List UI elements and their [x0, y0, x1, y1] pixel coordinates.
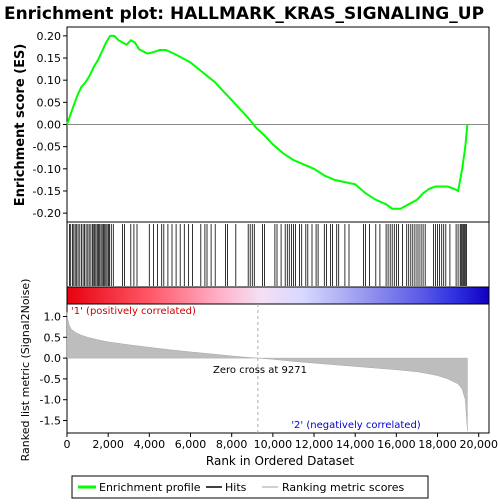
- ranking-metric-area: [66, 312, 468, 431]
- x-tick-label: 14,000: [336, 438, 375, 451]
- es-y-tick-label: 0.10: [37, 74, 62, 87]
- hits-panel: [69, 224, 467, 286]
- x-tick-label: 4,000: [134, 438, 166, 451]
- es-y-axis: 0.20 0.15 0.10 0.05 0.00 -0.05 -0.10 -0.15 -0.20: [33, 30, 67, 220]
- ranking-y-axis: 1.0 0.5 0.0 -0.5 -1.0 -1.5: [40, 310, 67, 428]
- positive-correlation-label: '1' (positively correlated): [71, 306, 196, 317]
- legend-hits-label: Hits: [225, 481, 247, 494]
- x-tick-label: 16,000: [377, 438, 416, 451]
- es-y-axis-label: Enrichment score (ES): [13, 44, 28, 207]
- x-tick-label: 6,000: [175, 438, 207, 451]
- ranking-y-tick-label: -1.0: [40, 394, 61, 407]
- x-tick-label: 18,000: [418, 438, 457, 451]
- hits-panel-frame: [66, 221, 490, 288]
- es-y-tick-label: -0.20: [33, 207, 61, 220]
- ranking-y-tick-label: 0.0: [44, 352, 62, 365]
- x-tick-label: 2,000: [92, 438, 124, 451]
- x-tick-label: 8,000: [216, 438, 248, 451]
- x-tick-label: 0: [64, 438, 71, 451]
- correlation-color-bar: [66, 286, 490, 305]
- ranking-x-axis-label: Rank in Ordered Dataset: [206, 454, 354, 468]
- legend-enrichment-label: Enrichment profile: [99, 481, 201, 494]
- ranking-y-tick-label: 1.0: [44, 310, 62, 323]
- es-y-tick-label: 0.00: [37, 119, 62, 132]
- es-y-tick-label: -0.15: [33, 185, 61, 198]
- legend-box: [71, 475, 429, 499]
- x-tick-label: 10,000: [254, 438, 293, 451]
- negative-correlation-label: '2' (negatively correlated): [291, 420, 420, 431]
- ranking-x-axis: 0 2,000 4,000 6,000 8,000 10,000 12,000 14,000 1…: [64, 433, 498, 451]
- ranking-y-tick-label: -0.5: [40, 373, 61, 386]
- ranking-y-axis-label: Ranked list metric (Signal2Noise): [19, 279, 32, 462]
- es-y-tick-label: -0.05: [33, 141, 61, 154]
- es-y-tick-label: -0.10: [33, 163, 61, 176]
- ranking-y-tick-label: -1.5: [40, 415, 61, 428]
- es-y-tick-label: 0.20: [37, 30, 62, 43]
- x-tick-label: 20,000: [459, 438, 498, 451]
- legend-ranking-label: Ranking metric scores: [282, 481, 404, 494]
- enrichment-profile-line: [66, 34, 469, 210]
- es-y-tick-label: 0.05: [37, 96, 62, 109]
- zero-cross-label: Zero cross at 9271: [213, 365, 307, 376]
- chart-title: Enrichment plot: HALLMARK_KRAS_SIGNALING…: [4, 4, 484, 24]
- es-y-tick-label: 0.15: [37, 52, 62, 65]
- ranking-y-tick-label: 0.5: [44, 331, 62, 344]
- x-tick-label: 12,000: [295, 438, 334, 451]
